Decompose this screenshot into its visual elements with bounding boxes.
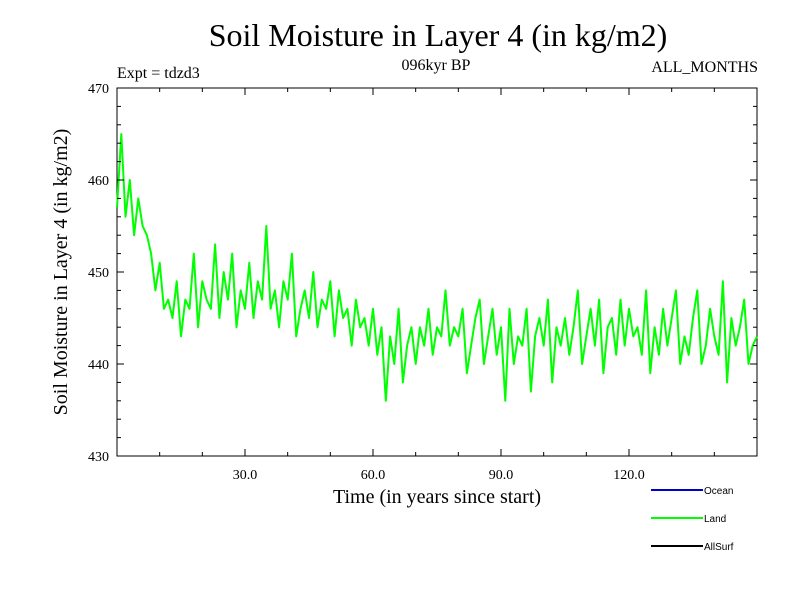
series-line-land (116, 133, 758, 402)
x-tick-label: 60.0 (361, 468, 386, 483)
x-tick-label: 90.0 (489, 468, 514, 483)
legend-label-allsurf: AllSurf (704, 542, 734, 553)
x-axis-label: Time (in years since start) (333, 486, 541, 508)
y-tick-label: 430 (88, 450, 109, 465)
experiment-label: Expt = tdzd3 (117, 65, 200, 82)
y-tick-label: 450 (88, 266, 109, 281)
y-axis: 430 440 450 460 470 (88, 82, 757, 465)
series-layer (116, 133, 758, 402)
months-label: ALL_MONTHS (651, 59, 758, 76)
period-label: 096kyr BP (402, 57, 471, 74)
y-tick-label: 470 (88, 82, 109, 97)
legend: Ocean Land AllSurf (651, 486, 734, 553)
y-tick-label: 440 (88, 358, 109, 373)
chart-title: Soil Moisture in Layer 4 (in kg/m2) (209, 17, 668, 53)
y-axis-label: Soil Moisture in Layer 4 (in kg/m2) (50, 129, 72, 416)
legend-label-ocean: Ocean (704, 486, 733, 497)
y-tick-label: 460 (88, 174, 109, 189)
legend-label-land: Land (704, 514, 726, 525)
x-axis: 30.0 60.0 90.0 120.0 (159, 88, 715, 483)
x-tick-label: 120.0 (613, 468, 645, 483)
x-tick-label: 30.0 (233, 468, 258, 483)
